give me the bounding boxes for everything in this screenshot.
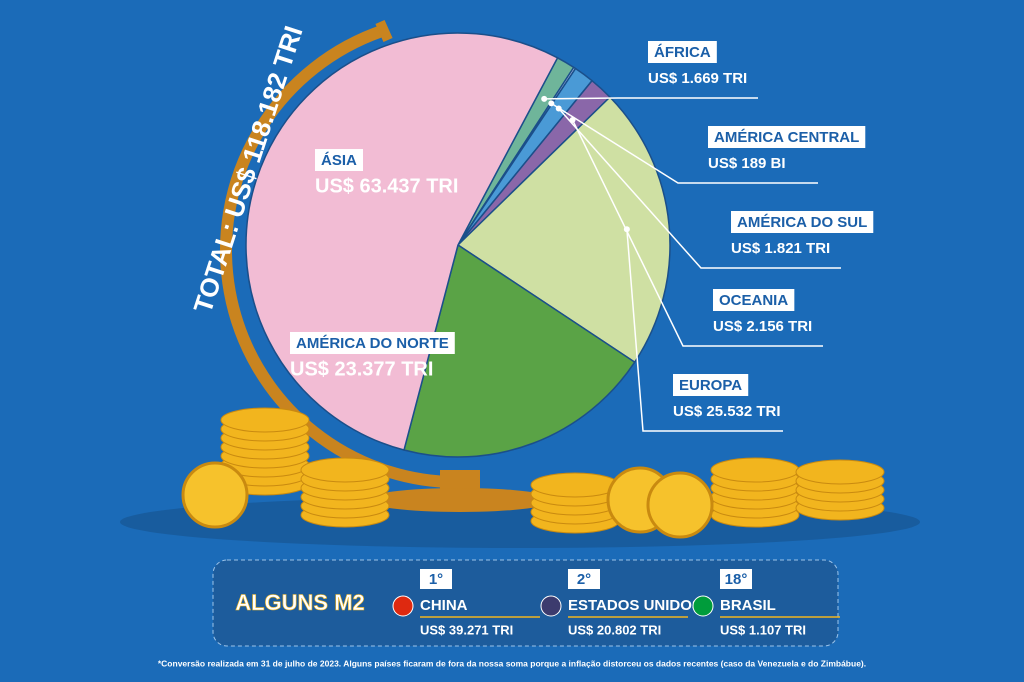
coin xyxy=(710,457,800,483)
panel xyxy=(212,559,839,647)
rank-box xyxy=(720,569,752,589)
leader-dot xyxy=(569,116,576,123)
pie xyxy=(245,32,671,458)
slice-value: US$ 2.156 TRI xyxy=(713,318,812,335)
slice-value: US$ 23.377 TRI xyxy=(290,358,433,380)
country-value: US$ 20.802 TRI xyxy=(568,622,661,637)
slice-label: OCEANIA xyxy=(719,292,788,309)
label-box xyxy=(648,41,717,63)
country-value: US$ 1.107 TRI xyxy=(720,622,806,637)
slice-value: US$ 25.532 TRI xyxy=(673,403,781,420)
globe-stand-top xyxy=(375,19,393,43)
coin xyxy=(181,461,249,529)
flag xyxy=(392,595,414,617)
slice-value: US$ 1.669 TRI xyxy=(648,70,747,87)
flag xyxy=(692,595,714,617)
globe-stand-base xyxy=(365,488,555,512)
rank-box xyxy=(568,569,600,589)
coin xyxy=(530,472,620,498)
country: BRASIL xyxy=(720,597,776,614)
country: CHINA xyxy=(420,597,468,614)
slice-label: ÁFRICA xyxy=(654,44,711,61)
slice-label: ÁSIA xyxy=(321,152,357,169)
flag xyxy=(540,595,562,617)
rank: 18° xyxy=(725,571,748,588)
leader-line xyxy=(550,102,818,184)
slice-value: US$ 189 BI xyxy=(708,155,786,172)
leader-dot xyxy=(541,95,548,102)
slice-label: AMÉRICA CENTRAL xyxy=(714,129,859,146)
label-box xyxy=(713,289,795,311)
leader-dot xyxy=(623,226,630,233)
slice-label: AMÉRICA DO SUL xyxy=(737,214,867,231)
panel-title: ALGUNS M2 xyxy=(235,590,365,615)
label-box xyxy=(673,374,749,396)
slice-value: US$ 63.437 TRI xyxy=(315,175,458,197)
label-box xyxy=(731,211,874,233)
leader-line xyxy=(626,229,783,432)
coin xyxy=(220,407,310,433)
rank-box xyxy=(420,569,452,589)
leader-line xyxy=(558,108,841,269)
country-value: US$ 39.271 TRI xyxy=(420,622,513,637)
leader-line xyxy=(571,119,823,347)
country: ESTADOS UNIDOS xyxy=(568,597,702,614)
leader-dot xyxy=(548,100,555,107)
label-box xyxy=(315,149,364,171)
panel-items: 1° CHINA US$ 39.271 TRI 2° ESTADOS UNIDOS US$… xyxy=(392,569,840,637)
label-box xyxy=(708,126,866,148)
leader-dot xyxy=(555,105,562,112)
pie-slice xyxy=(403,243,636,458)
label-box xyxy=(290,332,455,354)
coin xyxy=(646,471,714,539)
footnote: *Conversão realizada em 31 de julho de 2… xyxy=(158,658,866,668)
rank: 2° xyxy=(577,571,591,588)
slice-value: US$ 1.821 TRI xyxy=(731,240,830,257)
slice-label: EUROPA xyxy=(679,377,742,394)
pie-slice xyxy=(456,96,671,364)
rank: 1° xyxy=(429,571,443,588)
coin xyxy=(795,459,885,485)
coin xyxy=(300,457,390,483)
coins xyxy=(181,407,885,539)
leader-line xyxy=(544,97,758,100)
slice-label: AMÉRICA DO NORTE xyxy=(296,335,449,352)
